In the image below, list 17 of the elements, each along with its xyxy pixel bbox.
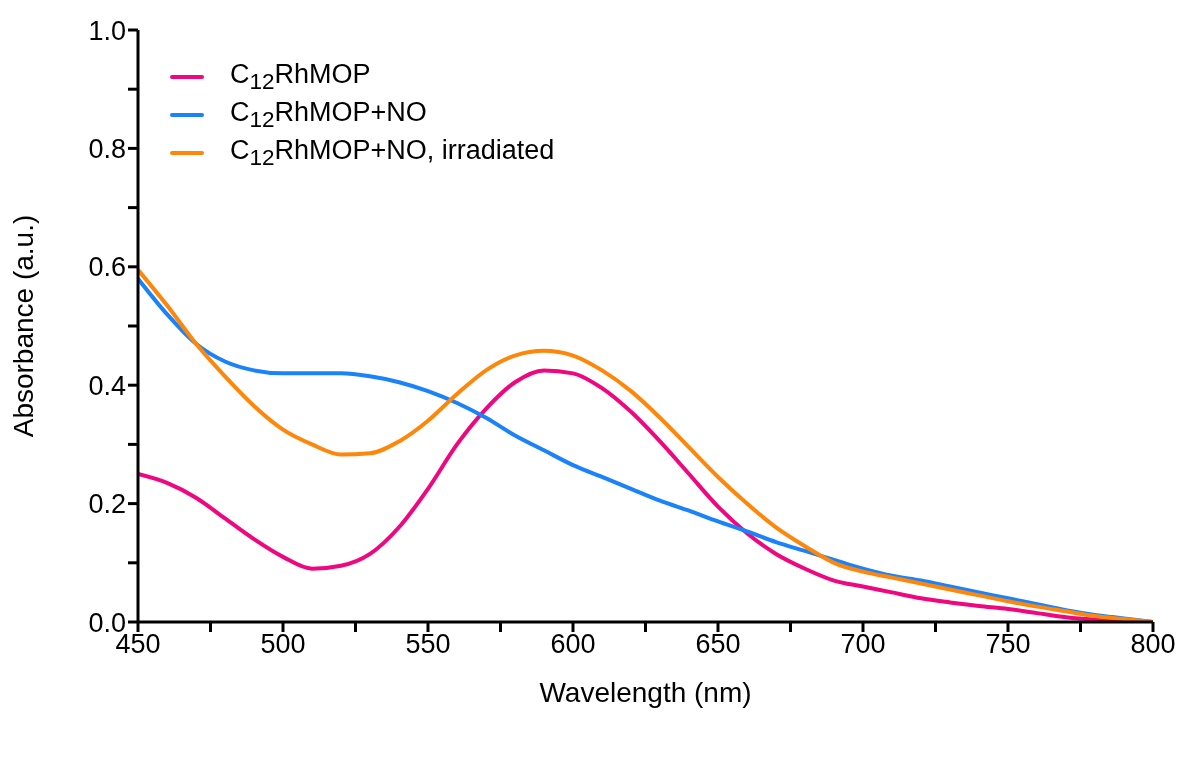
y-tick-label: 1.0 — [88, 15, 126, 46]
x-tick-label: 600 — [550, 629, 596, 660]
legend-label: C$_{12}$RhMOP+NO — [230, 96, 427, 134]
y-tick-label: 0.4 — [88, 370, 126, 401]
y-tick-label: 0.6 — [88, 252, 126, 283]
legend-label: C$_{12}$RhMOP+NO, irradiated — [230, 134, 555, 172]
x-tick-label: 750 — [985, 629, 1031, 660]
x-tick-label: 700 — [840, 629, 886, 660]
y-tick-label: 0.2 — [88, 489, 126, 520]
y-axis-title: Absorbance (a.u.) — [7, 214, 39, 438]
x-tick-label: 800 — [1130, 629, 1176, 660]
x-axis-title: Wavelength (nm) — [539, 677, 752, 708]
x-tick-label: 550 — [405, 629, 451, 660]
y-tick-label: 0.8 — [88, 133, 126, 164]
legend-label: C$_{12}$RhMOP — [230, 58, 371, 96]
x-tick-label: 650 — [695, 629, 741, 660]
x-tick-label: 500 — [260, 629, 306, 660]
